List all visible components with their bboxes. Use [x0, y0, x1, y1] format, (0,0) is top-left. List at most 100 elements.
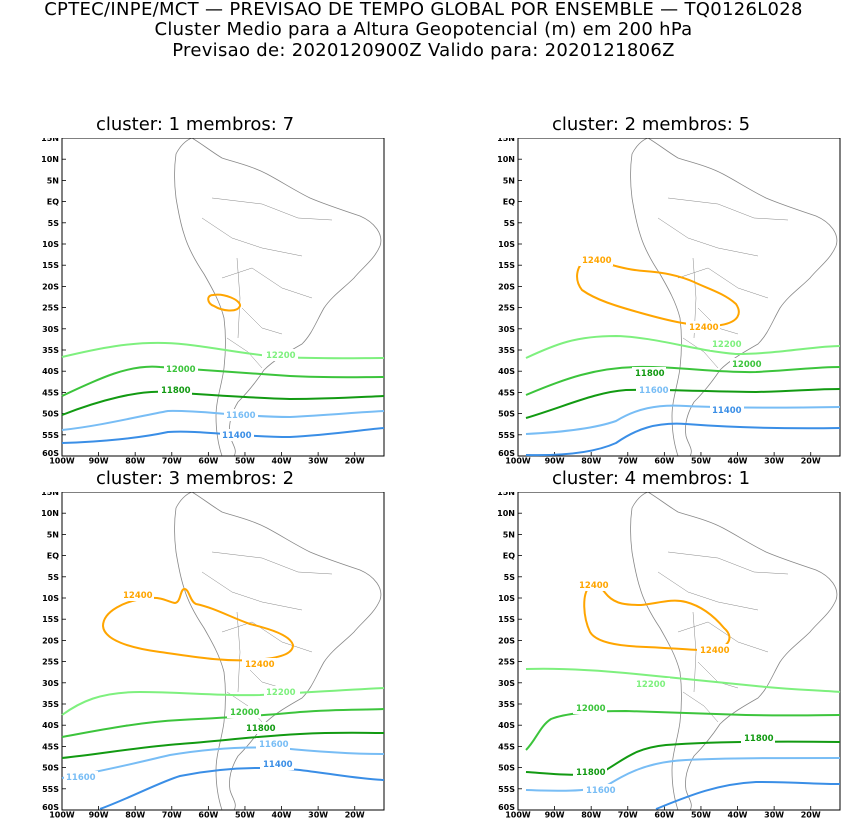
lon-tick-label: 50W	[691, 457, 711, 466]
contour-label-12400: 12400	[582, 256, 612, 266]
lon-tick-label: 30W	[764, 811, 784, 820]
contour-label-12000: 12000	[166, 365, 196, 375]
lat-tick-label: 10N	[497, 509, 515, 518]
contour-layer: 12400 12400 12200 12000 11800 11600 1160…	[61, 588, 385, 810]
lat-tick-label: 55S	[498, 785, 515, 794]
lat-tick-label: 30S	[498, 325, 515, 334]
lat-tick-label: 20S	[498, 636, 515, 645]
contour-12400	[101, 588, 295, 662]
lat-tick-label: 50S	[42, 410, 59, 419]
lat-tick-label: EQ	[503, 198, 515, 207]
map-plot: 15N 10N 5N EQ 5S 10S 15S 20S 25S 30S 35S 40S 45S 50S 5…	[497, 138, 841, 466]
contour-layer: 12200 12000 11800 11600 11400	[61, 293, 385, 444]
lat-tick-label: 5N	[47, 530, 59, 539]
lon-tick-label: 20W	[345, 457, 365, 466]
lon-tick-label: 60W	[654, 457, 674, 466]
lon-tick-label: 20W	[801, 457, 821, 466]
lat-tick-label: 35S	[42, 346, 59, 355]
lat-tick-label: 40S	[498, 367, 515, 376]
panel-title: cluster: 3 membros: 2	[95, 468, 295, 489]
lon-tick-label: 30W	[308, 457, 328, 466]
lon-tick-label: 40W	[728, 811, 748, 820]
lat-tick-label: 10S	[42, 240, 59, 249]
lat-tick-label: 55S	[42, 431, 59, 440]
lat-tick-label: 15S	[498, 261, 515, 270]
lat-tick-label: 5N	[47, 176, 59, 185]
lat-tick-label: 10N	[41, 509, 59, 518]
lon-tick-label: 70W	[162, 457, 182, 466]
contour-11400	[61, 427, 385, 444]
lon-tick-label: 80W	[125, 457, 145, 466]
lat-tick-label: 35S	[498, 700, 515, 709]
panel-title: cluster: 4 membros: 1	[551, 468, 751, 489]
contour-label-11400: 11400	[263, 760, 293, 770]
contour-label-12400: 12400	[579, 581, 609, 591]
contour-label-11600: 11600	[226, 411, 256, 421]
lon-tick-label: 100W	[505, 457, 531, 466]
lon-tick-label: 80W	[581, 811, 601, 820]
lat-tick-label: 60S	[42, 449, 59, 458]
lat-tick-label: 45S	[498, 742, 515, 751]
contour-11600	[61, 746, 385, 779]
contour-label-11600: 11600	[586, 786, 616, 796]
lon-tick-label: 60W	[654, 811, 674, 820]
lat-tick-label: 20S	[498, 282, 515, 291]
lon-tick-label: 90W	[545, 457, 565, 466]
lat-tick-label: 20S	[42, 636, 59, 645]
contour-label-12400b: 12400	[245, 660, 275, 670]
lat-tick-label: 5S	[504, 573, 516, 582]
lon-tick-label: 40W	[272, 457, 292, 466]
contour-12200	[61, 687, 385, 716]
lat-tick-label: 5S	[504, 219, 516, 228]
contour-11400	[99, 767, 385, 810]
contour-label-11400: 11400	[712, 406, 742, 416]
lat-tick-label: 10S	[498, 594, 515, 603]
plot-frame	[61, 138, 385, 457]
lon-tick-label: 50W	[235, 457, 255, 466]
lat-tick-label: 50S	[42, 764, 59, 773]
lat-tick-label: 5S	[48, 219, 60, 228]
lat-tick-label: EQ	[47, 552, 59, 561]
lat-tick-label: 25S	[42, 658, 59, 667]
lon-tick-label: 30W	[308, 811, 328, 820]
map-plot: 15N 10N 5N EQ 5S 10S 15S 20S 25S 30S 35S 40S 45S 50S 5…	[41, 492, 385, 820]
lon-tick-label: 100W	[49, 457, 75, 466]
contour-12400	[576, 257, 740, 327]
lon-tick-label: 40W	[728, 457, 748, 466]
lat-tick-label: 15N	[41, 138, 59, 143]
cluster-panel-3: cluster: 3 membros: 2 15N 10N 5N EQ 5S 10S 15S…	[0, 468, 390, 820]
lat-tick-label: 35S	[498, 346, 515, 355]
lat-tick-label: 15N	[41, 492, 59, 497]
south-america-outline	[630, 492, 838, 811]
header-title-line2: Cluster Medio para a Altura Geopotencial…	[154, 19, 693, 40]
plot-frame	[61, 492, 385, 811]
lat-tick-label: 10N	[41, 155, 59, 164]
contour-label-11600b: 11600	[66, 773, 96, 783]
lon-tick-label: 90W	[89, 457, 109, 466]
contour-label-12400b: 12400	[689, 323, 719, 333]
contour-label-12200: 12200	[712, 340, 742, 350]
contour-label-12200: 12200	[266, 688, 296, 698]
contour-label-12000: 12000	[230, 708, 260, 718]
lat-tick-label: 30S	[42, 325, 59, 334]
contour-label-11800: 11800	[635, 369, 665, 379]
lat-tick-label: 25S	[498, 658, 515, 667]
lat-tick-label: 30S	[42, 679, 59, 688]
lon-tick-label: 60W	[198, 811, 218, 820]
lat-tick-label: 50S	[498, 764, 515, 773]
contour-12200	[525, 667, 841, 693]
contour-label-12200: 12200	[266, 351, 296, 361]
contour-label-12400: 12400	[123, 591, 153, 601]
contour-label-12400b: 12400	[700, 646, 730, 656]
lon-tick-label: 60W	[198, 457, 218, 466]
contour-label-12000: 12000	[576, 704, 606, 714]
lat-tick-label: 45S	[42, 742, 59, 751]
lat-tick-label: 25S	[42, 304, 59, 313]
contour-12400	[583, 580, 731, 652]
lat-tick-label: 35S	[42, 700, 59, 709]
contour-11800	[61, 390, 385, 416]
contour-11800	[525, 388, 841, 419]
contour-layer: 12400 12400 12200 12000 11800 11800 1160…	[525, 579, 841, 810]
lon-tick-label: 20W	[801, 811, 821, 820]
lat-tick-label: 15N	[497, 138, 515, 143]
